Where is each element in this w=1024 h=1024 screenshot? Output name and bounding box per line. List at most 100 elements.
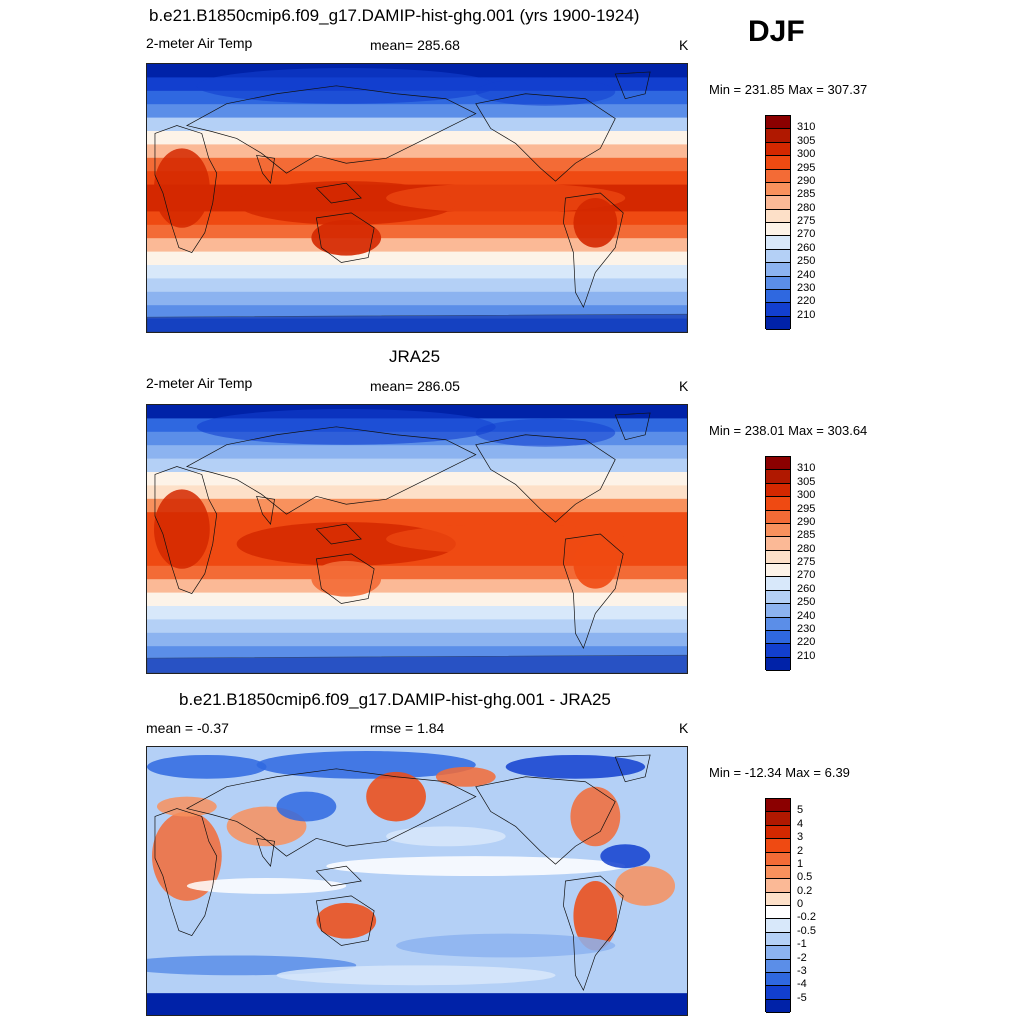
panel-3-colorbar (765, 798, 791, 1013)
colorbar-tick-label: 230 (797, 622, 816, 635)
colorbar-tick-label: -3 (797, 964, 807, 977)
colorbar-swatch (766, 590, 790, 605)
colorbar-tick-label: 240 (797, 268, 816, 281)
panel-3-title: b.e21.B1850cmip6.f09_g17.DAMIP-hist-ghg.… (179, 690, 611, 709)
colorbar-tick-label: 0.5 (797, 871, 813, 884)
colorbar-swatch (766, 617, 790, 631)
colorbar-swatch (766, 316, 790, 330)
colorbar-tick-label: 260 (797, 241, 816, 254)
colorbar-swatch (766, 209, 790, 223)
colorbar-tick-label: -0.2 (797, 911, 816, 924)
colorbar-swatch (766, 644, 790, 658)
panel-2-variable-label: 2-meter Air Temp (146, 375, 253, 391)
colorbar-tick-label: 210 (797, 649, 816, 662)
colorbar-swatch (766, 825, 790, 840)
colorbar-tick-label: 295 (797, 502, 816, 515)
colorbar-swatch (766, 604, 790, 618)
colorbar-swatch (766, 470, 790, 484)
colorbar-swatch (766, 972, 790, 987)
colorbar-swatch (766, 959, 790, 973)
colorbar-swatch (766, 497, 790, 511)
colorbar-swatch (766, 169, 790, 183)
panel-2-title: JRA25 (389, 347, 441, 366)
colorbar-tick-label: 285 (797, 529, 816, 542)
panel-1-units: K (679, 37, 689, 53)
panel-1-variable-label: 2-meter Air Temp (146, 35, 253, 51)
colorbar-tick-label: 220 (797, 295, 816, 308)
panel-3-rmse-label: rmse = 1.84 (370, 720, 445, 736)
panel-1-colorbar (765, 115, 791, 330)
colorbar-tick-label: 300 (797, 489, 816, 502)
colorbar-swatch (766, 142, 790, 157)
colorbar-swatch (766, 236, 790, 250)
colorbar-swatch (766, 537, 790, 551)
panel-2-colorbar (765, 456, 791, 671)
panel-2-units: K (679, 378, 689, 394)
colorbar-swatch (766, 564, 790, 578)
colorbar-swatch (766, 812, 790, 826)
colorbar-swatch (766, 932, 790, 947)
colorbar-tick-label: 295 (797, 161, 816, 174)
panel-1-title: b.e21.B1850cmip6.f09_g17.DAMIP-hist-ghg.… (149, 6, 640, 25)
colorbar-tick-label: 240 (797, 609, 816, 622)
colorbar-tick-label: 0 (797, 898, 804, 910)
colorbar-tick-label: 210 (797, 308, 816, 321)
colorbar-swatch (766, 906, 790, 920)
colorbar-swatch (766, 550, 790, 564)
colorbar-swatch (766, 630, 790, 645)
colorbar-tick-label: 290 (797, 515, 816, 528)
colorbar-swatch (766, 892, 790, 906)
colorbar-swatch (766, 919, 790, 933)
colorbar-swatch (766, 657, 790, 671)
colorbar-swatch (766, 946, 790, 960)
panel-3-map (146, 746, 688, 1016)
colorbar-swatch (766, 865, 790, 880)
colorbar-tick-label: 310 (797, 121, 816, 134)
colorbar-tick-label: 275 (797, 556, 816, 568)
colorbar-tick-label: 5 (797, 804, 804, 817)
colorbar-swatch (766, 182, 790, 197)
panel-3-mean-label: mean = -0.37 (146, 720, 229, 736)
colorbar-swatch (766, 577, 790, 591)
colorbar-swatch (766, 523, 790, 538)
colorbar-tick-label: 305 (797, 475, 816, 488)
colorbar-swatch (766, 999, 790, 1013)
colorbar-tick-label: 285 (797, 188, 816, 201)
panel-1-map (146, 63, 688, 333)
colorbar-swatch (766, 116, 790, 130)
colorbar-tick-label: -1 (797, 938, 807, 951)
colorbar-tick-label: 3 (797, 831, 804, 844)
season-label: DJF (748, 15, 805, 48)
colorbar-tick-label: 260 (797, 582, 816, 595)
colorbar-swatch (766, 839, 790, 853)
colorbar-tick-label: 220 (797, 636, 816, 649)
colorbar-swatch (766, 986, 790, 1000)
colorbar-swatch (766, 852, 790, 866)
colorbar-tick-label: 280 (797, 201, 816, 214)
colorbar-swatch (766, 223, 790, 237)
colorbar-tick-label: 270 (797, 228, 816, 241)
colorbar-swatch (766, 799, 790, 813)
colorbar-tick-label: -0.5 (797, 924, 816, 937)
colorbar-swatch (766, 289, 790, 304)
panel-2-minmax: Min = 238.01 Max = 303.64 (709, 423, 868, 438)
panel-1-mean-label: mean= 285.68 (370, 37, 460, 53)
colorbar-swatch (766, 457, 790, 471)
colorbar-tick-label: 305 (797, 134, 816, 147)
colorbar-tick-label: 290 (797, 174, 816, 187)
colorbar-tick-label: 250 (797, 596, 816, 609)
colorbar-tick-label: 310 (797, 462, 816, 475)
colorbar-tick-label: 270 (797, 569, 816, 582)
panel-3-units: K (679, 720, 689, 736)
colorbar-tick-label: -2 (797, 951, 807, 964)
colorbar-swatch (766, 510, 790, 524)
colorbar-tick-label: 4 (797, 817, 804, 830)
colorbar-tick-label: 0.2 (797, 884, 813, 897)
colorbar-tick-label: 2 (797, 844, 804, 857)
colorbar-tick-label: 275 (797, 215, 816, 227)
panel-3-minmax: Min = -12.34 Max = 6.39 (709, 765, 850, 780)
colorbar-swatch (766, 263, 790, 277)
colorbar-tick-label: 250 (797, 255, 816, 268)
colorbar-tick-label: -4 (797, 978, 807, 991)
colorbar-tick-label: 280 (797, 542, 816, 555)
